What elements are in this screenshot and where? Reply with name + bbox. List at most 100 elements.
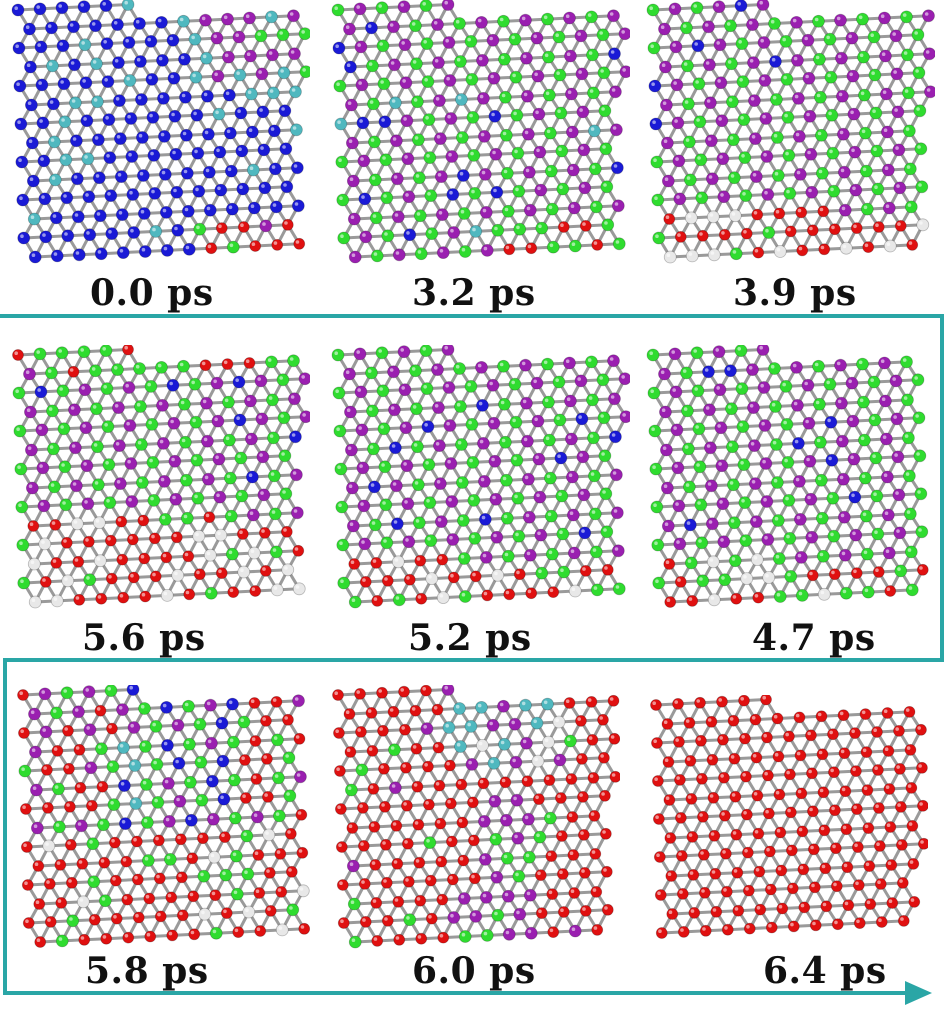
atom-highlight [169, 36, 173, 41]
atom-highlight [228, 205, 233, 210]
atom-highlight [60, 425, 64, 429]
atom-highlight [807, 150, 811, 155]
atom [513, 568, 526, 581]
atom [724, 364, 737, 378]
atom [707, 593, 721, 607]
atom-highlight [559, 530, 563, 534]
atom [454, 438, 468, 451]
atom [446, 533, 460, 546]
atom-highlight [610, 50, 615, 54]
atom [671, 116, 685, 130]
atom [554, 451, 568, 465]
atom [453, 362, 466, 375]
atom-highlight [251, 242, 256, 246]
atom-highlight [51, 176, 56, 180]
atom [823, 377, 837, 391]
atom-highlight [687, 214, 692, 218]
atom [749, 515, 763, 529]
atom [857, 433, 871, 447]
atom-highlight [107, 192, 111, 196]
atom [497, 14, 510, 28]
atom [123, 74, 137, 87]
atom-highlight [80, 3, 84, 7]
atom [422, 113, 436, 126]
atom-highlight [503, 514, 508, 519]
atom-highlight [902, 13, 907, 17]
atom [478, 512, 492, 526]
atom [50, 594, 64, 608]
atom [146, 111, 160, 124]
atom [158, 167, 172, 181]
atom-highlight [148, 75, 152, 80]
atom [783, 186, 797, 200]
atom [331, 3, 345, 17]
atom-highlight [569, 166, 574, 170]
atom [45, 366, 58, 380]
atom [166, 378, 180, 392]
atom [156, 437, 170, 450]
atom-highlight [117, 518, 122, 522]
atom-highlight [161, 515, 166, 520]
atom-highlight [544, 398, 549, 403]
atom-highlight [592, 548, 597, 552]
atom-highlight [226, 129, 231, 134]
atom-highlight [372, 559, 377, 563]
atom [178, 52, 191, 66]
atom [454, 55, 467, 68]
atom [344, 443, 358, 457]
atom [542, 395, 555, 409]
atom-highlight [351, 253, 356, 257]
atom-highlight [600, 414, 604, 418]
atom-highlight [601, 107, 605, 111]
atom-highlight [903, 396, 908, 400]
atom-highlight [904, 434, 909, 438]
atom-highlight [395, 251, 400, 255]
atom [696, 574, 710, 588]
atoms [331, 0, 630, 264]
atom-highlight [36, 5, 40, 9]
atom [353, 2, 367, 16]
atom-highlight [184, 207, 189, 212]
atom [136, 169, 150, 182]
atom [255, 412, 269, 426]
atoms [331, 345, 630, 609]
atom-highlight [579, 453, 583, 457]
atom-highlight [40, 502, 44, 506]
atom [773, 245, 787, 258]
atom [347, 212, 361, 226]
atom [38, 192, 52, 206]
atom [122, 36, 136, 49]
atom-highlight [719, 500, 723, 504]
atom-highlight [719, 155, 723, 159]
atom-highlight [433, 366, 438, 370]
atom [585, 10, 598, 24]
atom [563, 356, 576, 370]
atom-highlight [787, 227, 791, 232]
atom [419, 345, 433, 357]
atom [780, 418, 794, 431]
atom-highlight [179, 362, 184, 367]
atom-highlight [858, 15, 863, 20]
atom [834, 358, 847, 372]
atom [254, 29, 268, 43]
atom-highlight [161, 170, 166, 175]
atom-highlight [896, 529, 900, 533]
atom [523, 548, 537, 562]
atom-highlight [505, 590, 510, 595]
atom [413, 209, 427, 223]
atom-highlight [850, 110, 854, 115]
atom-highlight [348, 139, 353, 143]
atom [12, 41, 26, 55]
atom-highlight [875, 223, 879, 227]
atom [805, 185, 819, 199]
atom-highlight [548, 205, 553, 210]
atom [477, 474, 491, 488]
atom-highlight [748, 21, 753, 25]
atom-highlight [814, 362, 819, 367]
atom [78, 383, 92, 397]
atom-highlight [213, 379, 217, 384]
atom [89, 19, 102, 33]
atom-highlight [580, 491, 584, 495]
atom [155, 15, 168, 29]
atom-highlight [295, 240, 300, 244]
